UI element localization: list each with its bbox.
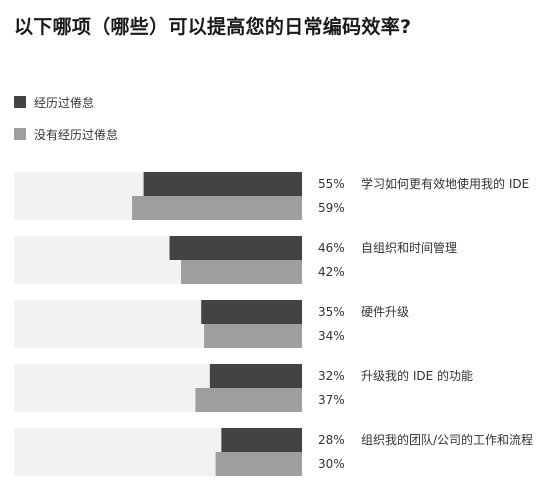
chart-title: 以下哪项（哪些）可以提高您的日常编码效率? (14, 16, 412, 38)
category-label: 自组织和时间管理 (361, 240, 457, 255)
data-label-burnout: 28% (318, 433, 345, 447)
legend-label-no-burnout: 没有经历过倦怠 (34, 127, 119, 142)
data-label-no-burnout: 34% (318, 329, 345, 343)
bar-no-burnout (204, 324, 302, 348)
bar-burnout (209, 364, 302, 388)
legend-item-burnout: 经历过倦怠 (14, 94, 94, 110)
category-label: 学习如何更有效地使用我的 IDE (361, 176, 529, 191)
data-label-burnout: 35% (318, 305, 345, 319)
data-label-no-burnout: 42% (318, 265, 345, 279)
legend-label-burnout: 经历过倦怠 (34, 95, 95, 110)
bar-burnout (143, 172, 302, 196)
bar-no-burnout (132, 196, 302, 220)
bar-no-burnout (215, 452, 302, 476)
category-label: 组织我的团队/公司的工作和流程 (361, 432, 533, 447)
data-label-no-burnout: 30% (318, 457, 345, 471)
data-label-burnout: 46% (318, 241, 345, 255)
category-label: 硬件升级 (361, 305, 409, 319)
bar-no-burnout (195, 388, 302, 412)
data-label-no-burnout: 37% (318, 393, 345, 407)
legend-item-no-burnout: 没有经历过倦怠 (14, 126, 118, 142)
data-label-burnout: 32% (318, 369, 345, 383)
bar-burnout (201, 300, 302, 324)
data-label-burnout: 55% (318, 177, 345, 191)
legend-swatch-no-burnout (14, 128, 26, 140)
bar-no-burnout (181, 260, 302, 284)
category-label: 升级我的 IDE 的功能 (361, 368, 473, 383)
legend-swatch-burnout (14, 96, 26, 108)
data-label-no-burnout: 59% (318, 201, 345, 215)
bar-burnout (169, 236, 302, 260)
bar-burnout (221, 428, 302, 452)
